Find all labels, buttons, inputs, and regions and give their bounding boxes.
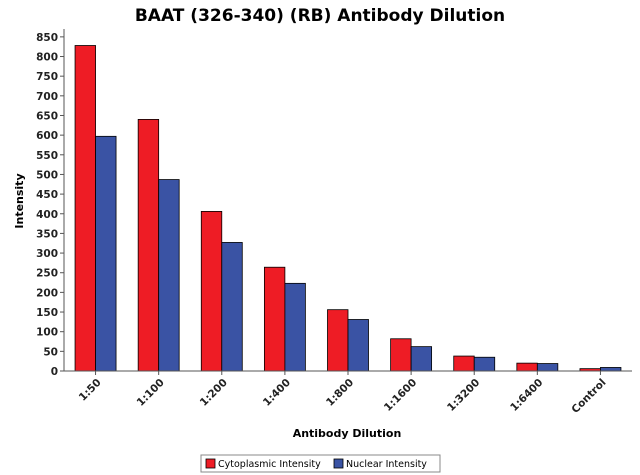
bar-cytoplasmic bbox=[200, 210, 223, 372]
y-tick-label: 750 bbox=[36, 71, 58, 83]
y-tick-label: 450 bbox=[36, 189, 58, 201]
bar-cytoplasmic bbox=[516, 362, 538, 372]
y-tick-label: 550 bbox=[36, 150, 58, 162]
y-tick-label: 400 bbox=[36, 209, 58, 221]
bar-cytoplasmic bbox=[390, 338, 412, 372]
bar-nuclear bbox=[536, 363, 559, 372]
x-tick-label: 1:50 bbox=[77, 377, 104, 404]
bar-cytoplasmic bbox=[263, 266, 286, 372]
bar-cytoplasmic bbox=[74, 45, 96, 372]
y-tick-label: 350 bbox=[36, 228, 58, 240]
y-tick-label: 50 bbox=[43, 346, 58, 358]
y-tick-label: 850 bbox=[36, 32, 58, 44]
bars bbox=[74, 45, 622, 372]
y-tick-label: 150 bbox=[36, 307, 58, 319]
bar-nuclear bbox=[95, 135, 117, 372]
y-axis: 0 50 100 150 200 250 300 350 400 450 500 550 600 650 7… bbox=[36, 32, 64, 378]
bar-cytoplasmic bbox=[137, 119, 160, 372]
y-tick-label: 300 bbox=[36, 248, 58, 260]
bar-nuclear bbox=[158, 179, 180, 372]
x-tick-label: 1:100 bbox=[135, 377, 167, 409]
bar-cytoplasmic bbox=[327, 309, 349, 372]
bar-nuclear bbox=[347, 319, 369, 372]
x-tick-label: 1:1600 bbox=[382, 377, 419, 414]
x-tick-label: 1:6400 bbox=[508, 377, 545, 414]
x-tick-label: 1:400 bbox=[261, 377, 293, 409]
legend-swatch-nuclear bbox=[333, 458, 344, 469]
x-tick-label: 1:800 bbox=[324, 377, 356, 409]
legend-label-nuclear: Nuclear Intensity bbox=[346, 459, 427, 470]
bar-nuclear bbox=[284, 282, 306, 372]
legend-box bbox=[200, 454, 441, 473]
bar-nuclear bbox=[221, 242, 243, 372]
y-tick-label: 800 bbox=[36, 52, 58, 64]
bar-cytoplasmic bbox=[453, 355, 475, 372]
legend-swatch-cytoplasmic bbox=[205, 458, 216, 469]
y-tick-label: 700 bbox=[36, 91, 58, 103]
x-tick-label: Control bbox=[569, 377, 608, 416]
y-tick-label: 600 bbox=[36, 130, 58, 142]
x-axis-label: Antibody Dilution bbox=[293, 427, 402, 440]
chart-title: BAAT (326-340) (RB) Antibody Dilution bbox=[135, 6, 505, 26]
x-axis: 1:50 1:100 1:200 1:400 1:800 1:1600 1:3200 1:64… bbox=[77, 371, 609, 416]
legend-label-cytoplasmic: Cytoplasmic Intensity bbox=[218, 459, 321, 470]
bar-nuclear bbox=[600, 367, 622, 372]
y-tick-label: 100 bbox=[36, 327, 58, 339]
legend: Cytoplasmic Intensity Nuclear Intensity bbox=[200, 454, 441, 473]
bar-nuclear bbox=[473, 356, 496, 372]
x-tick-label: 1:200 bbox=[198, 377, 230, 409]
y-tick-label: 650 bbox=[36, 110, 58, 122]
x-tick-label: 1:3200 bbox=[445, 377, 482, 414]
y-tick-label: 200 bbox=[36, 287, 58, 299]
bar-nuclear bbox=[410, 346, 433, 372]
y-axis-label: Intensity bbox=[13, 173, 26, 228]
y-tick-label: 500 bbox=[36, 169, 58, 181]
y-tick-label: 250 bbox=[36, 268, 58, 280]
y-tick-label: 0 bbox=[51, 366, 58, 378]
